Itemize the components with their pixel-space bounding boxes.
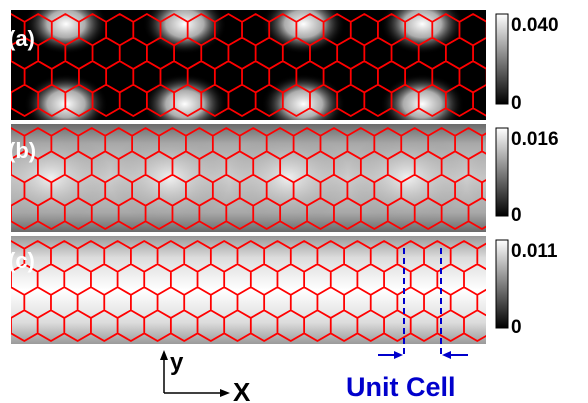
density-spot xyxy=(109,130,230,226)
panel-c-lattice xyxy=(11,240,486,342)
colorbar-b-gradient xyxy=(495,127,509,217)
panel-b-label: (b) xyxy=(8,138,36,163)
panel-c: (c) xyxy=(8,236,486,358)
colorbar-b-min: 0 xyxy=(511,205,522,226)
y-axis-label: y xyxy=(170,349,184,376)
colorbar-a: 0.040 0 xyxy=(495,13,559,114)
y-arrowhead-icon xyxy=(160,350,168,360)
unit-cell-label: Unit Cell xyxy=(346,372,456,402)
panel-a-lattice xyxy=(11,13,486,117)
colorbar-a-min: 0 xyxy=(511,93,522,114)
colorbar-a-max: 0.040 xyxy=(511,15,559,36)
colorbar-b: 0.016 0 xyxy=(495,127,559,226)
density-spot xyxy=(380,74,465,120)
lattice-hexagons xyxy=(11,13,486,117)
colorbar-c-gradient xyxy=(495,239,509,329)
panel-c-label: (c) xyxy=(8,248,35,273)
colorbar-c-max: 0.011 xyxy=(511,241,558,262)
colorbar-a-gradient xyxy=(495,13,509,105)
colorbar-c: 0.011 0 xyxy=(495,239,558,338)
panel-a: (a) xyxy=(8,10,486,120)
unit-cell-marker: Unit Cell xyxy=(346,351,468,402)
panel-b: (b) xyxy=(8,124,486,232)
x-axis-label: X xyxy=(233,377,251,403)
x-arrowhead-icon xyxy=(220,389,230,397)
colorbar-b-max: 0.016 xyxy=(511,129,559,150)
colorbar-c-min: 0 xyxy=(511,317,522,338)
lattice-hexagons xyxy=(11,240,486,342)
unit-cell-right-arrowhead-icon xyxy=(442,351,451,359)
unit-cell-left-arrowhead-icon xyxy=(394,351,403,359)
lattice-hexagons xyxy=(11,127,486,230)
panel-a-label: (a) xyxy=(8,26,35,51)
panel-b-lattice xyxy=(11,127,486,230)
axes-indicator: y X xyxy=(160,349,251,403)
